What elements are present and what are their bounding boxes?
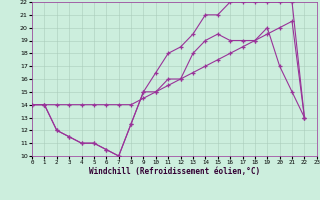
X-axis label: Windchill (Refroidissement éolien,°C): Windchill (Refroidissement éolien,°C) — [89, 167, 260, 176]
